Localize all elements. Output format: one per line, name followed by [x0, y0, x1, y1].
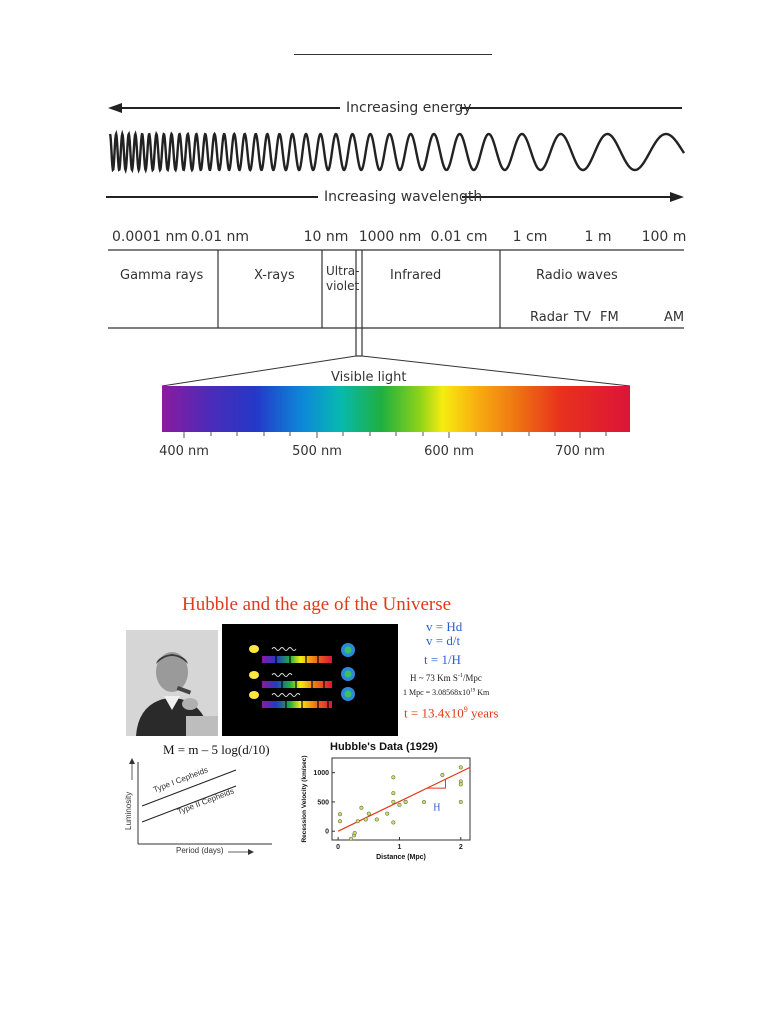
- band-uv-line2: violet: [326, 279, 360, 293]
- band-infrared: Infrared: [390, 268, 442, 283]
- mpc-main: 1 Mpc = 3.08568x10: [403, 688, 471, 697]
- cepheid-plot: [129, 758, 272, 855]
- y-tick-label: 500: [317, 799, 329, 806]
- y-tick-label: 1000: [313, 770, 329, 777]
- hubble-constant-sup: -1: [457, 673, 463, 679]
- equation-v-dt: v = d/t: [426, 633, 461, 648]
- data-point: [391, 791, 396, 796]
- data-point: [374, 817, 379, 822]
- data-point: [421, 799, 427, 804]
- hubble-title: Hubble and the age of the Universe: [182, 594, 452, 615]
- mpc-sup: 19: [470, 688, 476, 694]
- type-ii-line: [141, 785, 237, 823]
- band-gamma: Gamma rays: [120, 268, 204, 283]
- visible-tick-label: 700 nm: [555, 444, 605, 459]
- y-axis-label: Recession Velocity (km/sec): [301, 755, 308, 842]
- data-point: [348, 836, 354, 841]
- data-point: [385, 811, 390, 816]
- age-unit: years: [467, 705, 499, 721]
- hubble-constant-unit: /Mpc: [462, 673, 482, 683]
- spectrum-diagram: [106, 103, 686, 438]
- data-point: [359, 805, 364, 810]
- scale-tick-label: 1 cm: [512, 229, 548, 245]
- x-tick-label: 0: [336, 844, 340, 851]
- hubble-constant-value: H ~ 73 Km S-1/Mpc: [410, 673, 482, 683]
- slope-annotation: H: [433, 803, 440, 814]
- x-tick-label: 2: [459, 844, 463, 851]
- mpc-conversion: 1 Mpc = 3.08568x1019 Km: [403, 688, 489, 697]
- scale-tick-label: 1 m: [584, 229, 612, 245]
- data-point: [355, 819, 360, 824]
- energy-label: Increasing energy: [346, 100, 472, 116]
- plot-frame: [331, 757, 471, 841]
- radio-sub-tv: TV: [574, 310, 591, 325]
- slope-triangle: [427, 779, 446, 789]
- data-point: [337, 819, 343, 824]
- hubble-chart: 0 1 2 0 500 1000 Distance (Mpc) Recession Veloc…: [301, 755, 471, 861]
- scale-tick-label: 0.01 cm: [430, 229, 488, 245]
- radio-sub-am: AM: [664, 310, 685, 325]
- visible-tick-label: 400 nm: [159, 444, 209, 459]
- visible-light-label: Visible light: [331, 370, 407, 385]
- scale-tick-label: 0.01 nm: [190, 229, 250, 245]
- scale-tick-label: 0.0001 nm: [112, 229, 188, 245]
- data-point: [337, 812, 343, 817]
- chart-title: Hubble's Data (1929): [330, 741, 438, 753]
- scale-tick-label: 100 m: [641, 229, 687, 245]
- age-sup: 9: [463, 705, 468, 714]
- equation-t-1h: t = 1/H: [424, 652, 461, 667]
- data-point: [366, 811, 371, 816]
- mpc-unit: Km: [475, 688, 490, 697]
- x-tick-label: 1: [398, 844, 402, 851]
- hubble-portrait: [126, 630, 218, 736]
- distance-modulus-equation: M = m – 5 log(d/10): [163, 742, 270, 757]
- data-point: [397, 802, 402, 807]
- radio-sub-fm: FM: [600, 310, 619, 325]
- data-point: [391, 775, 396, 780]
- wavelength-label: Increasing wavelength: [324, 189, 483, 205]
- visible-spectrum-bar: [162, 386, 630, 432]
- fit-line: [337, 766, 471, 832]
- age-main: t = 13.4x10: [404, 705, 464, 721]
- band-xray: X-rays: [254, 268, 295, 283]
- data-point: [458, 799, 463, 804]
- universe-age: t = 13.4x109 years: [404, 705, 498, 721]
- data-point: [391, 820, 396, 825]
- cepheid-xlabel: Period (days): [176, 846, 224, 855]
- visible-tick-label: 600 nm: [424, 444, 474, 459]
- x-axis-label: Distance (Mpc): [376, 854, 426, 861]
- scale-tick-label: 1000 nm: [358, 229, 422, 245]
- type-i-line: [141, 769, 237, 807]
- visible-tick-label: 500 nm: [292, 444, 342, 459]
- band-radio: Radio waves: [536, 268, 618, 283]
- data-point: [363, 817, 368, 822]
- cepheid-ylabel: Luminosity: [124, 791, 133, 830]
- data-point: [458, 765, 463, 770]
- data-point: [352, 830, 357, 836]
- radio-sub-radar: Radar: [530, 310, 569, 325]
- y-tick-label: 0: [325, 829, 329, 836]
- data-point: [391, 799, 396, 804]
- data-point: [440, 772, 445, 778]
- hubble-constant-main: H ~ 73 Km S: [410, 673, 458, 683]
- equation-v-hd: v = Hd: [426, 619, 463, 634]
- title-rule: [294, 54, 492, 55]
- redshift-spectra-diagram: [222, 624, 398, 736]
- wave: [108, 129, 686, 175]
- data-point: [403, 799, 408, 804]
- band-uv-line1: Ultra-: [326, 264, 360, 278]
- data-point: [458, 782, 463, 787]
- scale-tick-label: 10 nm: [303, 229, 349, 245]
